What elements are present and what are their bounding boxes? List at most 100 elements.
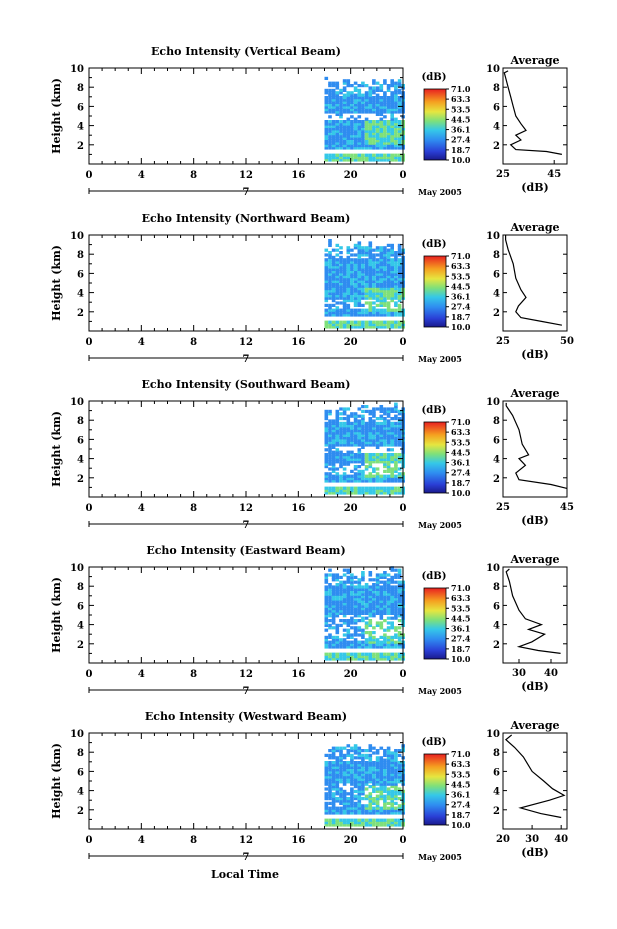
echo-cell	[350, 763, 354, 767]
echo-cell	[394, 599, 398, 603]
echo-cell	[324, 320, 329, 324]
echo-cell	[353, 804, 358, 808]
echo-cell	[339, 477, 343, 481]
echo-cell	[339, 320, 343, 324]
echo-cell	[361, 144, 365, 148]
echo-cell	[375, 248, 380, 252]
echo-cell	[379, 436, 384, 440]
echo-cell	[353, 457, 358, 461]
echo-cell	[383, 801, 387, 805]
echo-cell	[357, 287, 362, 291]
echo-cell	[328, 120, 332, 124]
echo-cell	[383, 110, 387, 114]
echo-cell	[342, 597, 347, 601]
echo-cell	[324, 623, 329, 627]
echo-cell	[372, 809, 376, 813]
echo-cell	[397, 313, 402, 317]
echo-cell	[339, 246, 343, 250]
echo-cell	[335, 289, 340, 293]
x-tick-label: 0	[400, 835, 407, 846]
echo-cell	[397, 638, 402, 642]
echo-cell	[350, 84, 354, 88]
echo-cell	[368, 308, 373, 312]
echo-cell	[394, 633, 398, 637]
echo-cell	[357, 448, 362, 452]
echo-cell	[394, 98, 398, 102]
echo-cell	[368, 809, 373, 813]
echo-cell	[394, 775, 398, 779]
echo-cell	[357, 809, 362, 813]
echo-cell	[353, 775, 358, 779]
echo-cell	[339, 255, 343, 259]
echo-cell	[346, 775, 351, 779]
echo-cell	[394, 108, 398, 112]
echo-cell	[350, 96, 354, 100]
echo-cell	[335, 578, 340, 582]
echo-cell	[350, 105, 354, 109]
echo-cell	[390, 129, 394, 133]
echo-cell	[394, 818, 398, 822]
echo-cell	[368, 265, 373, 269]
echo-cell	[339, 789, 343, 793]
echo-cell	[375, 100, 380, 104]
echo-cell	[390, 294, 394, 298]
echo-cell	[335, 282, 340, 286]
echo-cell	[324, 134, 329, 138]
echo-cell	[331, 474, 336, 478]
echo-cell	[383, 585, 387, 589]
echo-cell	[346, 640, 351, 644]
echo-cell	[324, 141, 329, 145]
echo-cell	[390, 782, 394, 786]
echo-cell	[324, 465, 329, 469]
profile-y-tick-label: 8	[493, 582, 500, 593]
echo-cell	[372, 592, 376, 596]
echo-cell	[339, 602, 343, 606]
echo-cell	[350, 100, 354, 104]
echo-cell	[339, 604, 343, 608]
echo-cell	[328, 583, 332, 587]
echo-cell	[397, 787, 402, 791]
echo-cell	[357, 768, 362, 772]
echo-cell	[394, 141, 398, 145]
y-tick-label: 6	[77, 601, 84, 612]
echo-cell	[379, 414, 384, 418]
echo-cell	[368, 86, 373, 90]
colorbar-tick-label: 10.0	[451, 820, 471, 830]
echo-cell	[339, 136, 343, 140]
echo-cell	[390, 122, 394, 126]
echo-cell	[324, 98, 329, 102]
echo-cell	[375, 806, 380, 810]
echo-cell	[353, 282, 358, 286]
echo-cell	[379, 426, 384, 430]
echo-cell	[364, 585, 369, 589]
echo-cell	[394, 258, 398, 262]
echo-cell	[386, 105, 391, 109]
echo-cell	[335, 607, 340, 611]
echo-cell	[375, 799, 380, 803]
echo-cell	[379, 821, 384, 825]
echo-cell	[357, 607, 362, 611]
echo-cell	[364, 320, 369, 324]
echo-cell	[342, 604, 347, 608]
echo-cell	[342, 491, 347, 495]
echo-cell	[379, 267, 384, 271]
echo-cell	[375, 263, 380, 267]
echo-cell	[364, 652, 369, 656]
echo-cell	[383, 573, 387, 577]
echo-cell	[372, 799, 376, 803]
echo-cell	[394, 575, 398, 579]
echo-cell	[368, 294, 373, 298]
echo-cell	[361, 777, 365, 781]
heatmap-cells	[324, 402, 405, 495]
echo-cell	[353, 621, 358, 625]
echo-cell	[350, 792, 354, 796]
echo-cell	[379, 770, 384, 774]
echo-cell	[390, 597, 394, 601]
echo-cell	[386, 429, 391, 433]
echo-cell	[372, 272, 376, 276]
echo-cell	[350, 486, 354, 490]
echo-cell	[394, 255, 398, 259]
echo-cell	[346, 103, 351, 107]
echo-cell	[350, 616, 354, 620]
echo-cell	[346, 105, 351, 109]
